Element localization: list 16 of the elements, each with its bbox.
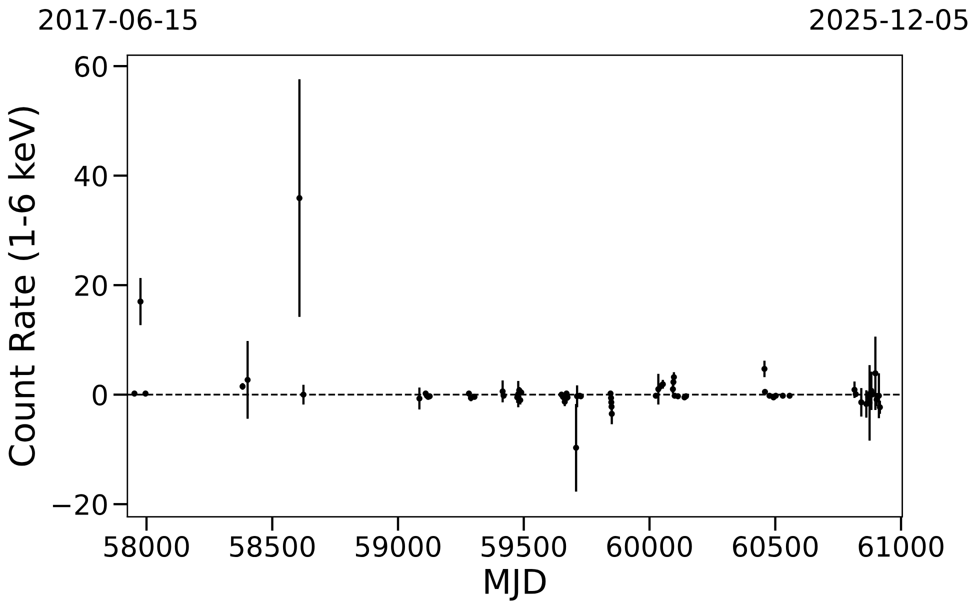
y-tick-label: 40 bbox=[74, 166, 107, 187]
text: 2017-06-15 bbox=[39, 8, 196, 30]
x-tick-label: 60000 bbox=[607, 536, 692, 558]
x-tick-label: 59500 bbox=[482, 536, 566, 558]
x-tick-label: 58000 bbox=[104, 536, 189, 558]
x-tick-label: 58500 bbox=[230, 536, 315, 558]
y-tick-label: 0 bbox=[92, 384, 107, 406]
x-tick-label: 61000 bbox=[858, 536, 944, 558]
x-axis-title: MJD bbox=[485, 568, 546, 601]
y-tick-label: 60 bbox=[75, 56, 107, 78]
y-tick-label: 20 bbox=[75, 275, 107, 296]
text: 2025-12-05 bbox=[810, 8, 968, 30]
y-axis-title: Count Rate (1-6 keV) bbox=[8, 107, 40, 466]
x-tick-label: 60500 bbox=[733, 536, 818, 558]
x-tick-label: 59000 bbox=[356, 536, 440, 558]
y-tick-label: −20 bbox=[52, 494, 107, 516]
